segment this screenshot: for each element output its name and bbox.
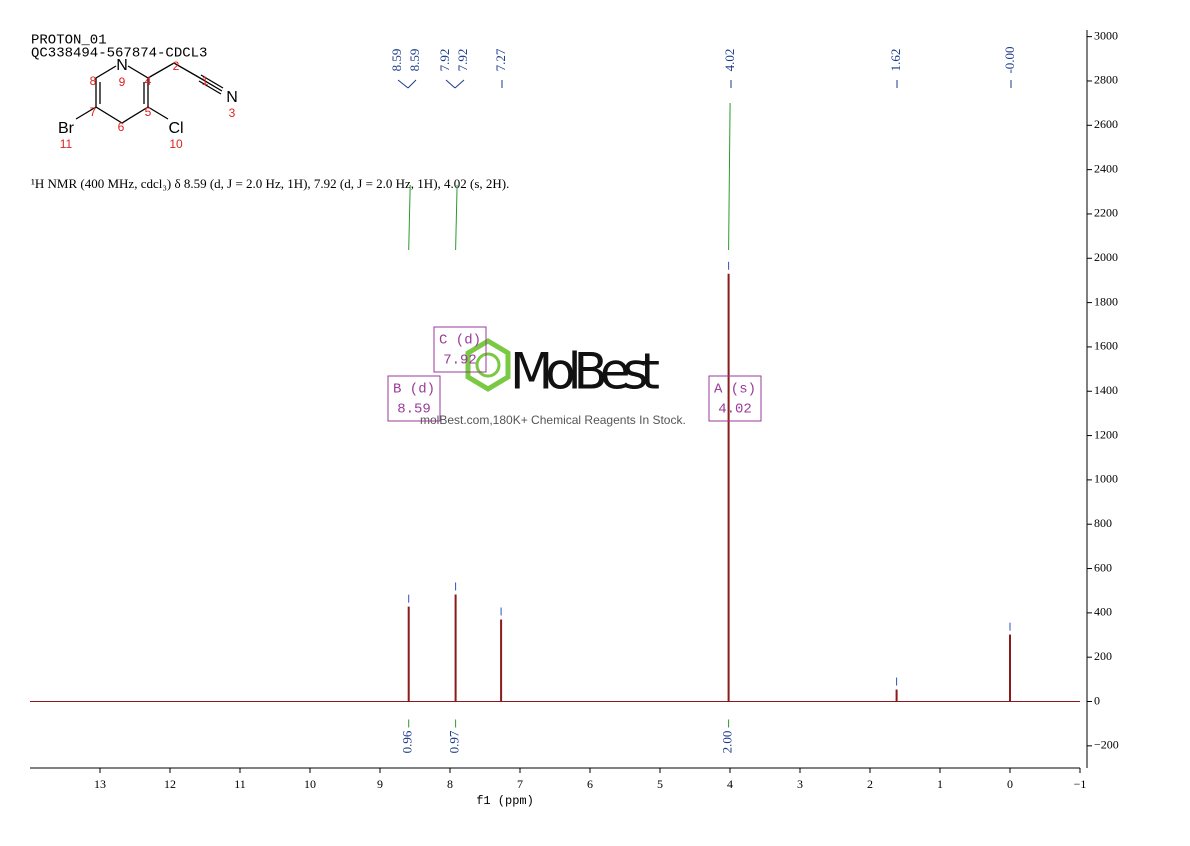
atom-number: 10 [169,137,183,151]
peak-label-leader [397,79,409,89]
peak-label: 7.27 [493,48,508,71]
y-tick-label: 3000 [1094,28,1118,42]
atom-number: 8 [90,74,97,88]
atom: N [116,57,128,74]
x-tick-label: 6 [587,777,593,791]
x-tick-label: 10 [304,777,316,791]
y-tick-label: 600 [1094,560,1112,574]
x-tick-label: 2 [867,777,873,791]
multiplet-label: C (d) [439,333,481,349]
x-tick-label: 12 [164,777,176,791]
nmr-description: ¹H NMR (400 MHz, cdcl₃) δ 8.59 (d, J = 2… [31,176,509,191]
x-tick-label: 9 [377,777,383,791]
peak-label-leader [407,79,417,89]
atom-number: 11 [60,137,73,151]
x-tick-label: 3 [797,777,803,791]
peak-label: 4.02 [722,49,737,72]
atom-number: 4 [145,74,152,88]
peak-label: -0.00 [1002,46,1017,73]
y-tick-label: 800 [1094,516,1112,530]
integral-label: 2.00 [720,731,735,754]
x-tick-label: 0 [1007,777,1013,791]
peak-label-leader [445,79,456,89]
atom-number: 3 [229,106,236,120]
peak-label: 7.92 [437,49,452,72]
atom-number: 9 [119,75,126,89]
watermark: MolBest molBest.com,180K+ Chemical Reage… [420,338,686,427]
multiplet-label: B (d) [393,382,435,398]
x-tick-label: 8 [447,777,453,791]
peak-label: 8.59 [389,49,404,72]
watermark-brand: MolBest [510,343,660,401]
y-tick-label: 1200 [1094,427,1118,441]
x-tick-label: 1 [937,777,943,791]
x-tick-label: −1 [1074,777,1087,791]
y-tick-label: 400 [1094,605,1112,619]
peak-label: 7.92 [455,49,470,72]
atom-number: 2 [173,59,180,73]
integral-label: 0.97 [447,730,462,753]
multiplet-shift: 7.92 [443,353,477,369]
multiplet-box [387,375,441,422]
molecule [75,62,224,124]
atom: Br [58,120,75,137]
integral-curve [408,184,411,251]
multiplet-shift: 4.02 [718,402,752,418]
atom: Cl [168,120,183,137]
y-tick-label: 200 [1094,649,1112,663]
y-tick-label: 2800 [1094,73,1118,87]
integral-label: 0.96 [400,730,415,753]
x-tick-label: 7 [517,777,523,791]
atom: N [226,89,238,106]
y-tick-label: 2200 [1094,206,1118,220]
subtitle: QC338494-567874-CDCL3 [31,46,207,62]
y-tick-label: 1800 [1094,294,1118,308]
y-tick-label: −200 [1094,738,1119,752]
y-tick-label: 0 [1094,693,1100,707]
title: PROTON_01 [31,33,107,49]
atom-number: 6 [118,120,125,134]
integral-curve [728,102,731,251]
y-tick-label: 1000 [1094,472,1118,486]
watermark-tagline: molBest.com,180K+ Chemical Reagents In S… [420,413,686,427]
y-tick-label: 2000 [1094,250,1118,264]
y-tick-label: 2400 [1094,161,1118,175]
y-tick-label: 2600 [1094,117,1118,131]
integral-curve [455,184,458,251]
x-tick-label: 13 [94,777,106,791]
y-tick-label: 1400 [1094,383,1118,397]
peak-label: 1.62 [888,49,903,72]
x-tick-label: 11 [234,777,246,791]
atom-number: 5 [145,105,152,119]
atom-number: 1 [202,74,209,88]
multiplet-box [708,375,762,422]
multiplet-box [433,326,487,373]
peak-label-leader [454,79,465,89]
atom-labels: N 9 8 4 2 1 N 3 7 5 Br 11 6 Cl 10 [58,57,238,151]
x-tick-label: 4 [727,777,733,791]
x-axis-label: f1 (ppm) [476,794,534,808]
multiplet-shift: 8.59 [397,402,431,418]
multiplet-label: A (s) [714,382,756,398]
y-tick-label: 1600 [1094,339,1118,353]
atom-number: 7 [90,105,97,119]
peak-label: 8.59 [407,49,422,72]
x-tick-label: 5 [657,777,663,791]
